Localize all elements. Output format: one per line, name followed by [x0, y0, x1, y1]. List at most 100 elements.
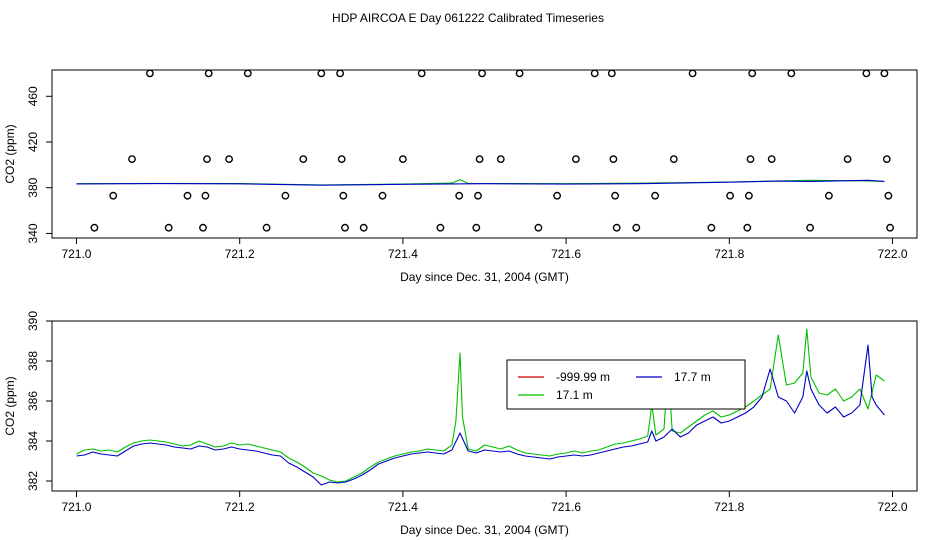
scatter-point	[632, 223, 641, 232]
scatter-point	[243, 69, 252, 78]
y-tick-label: 460	[26, 86, 40, 106]
scatter-point	[455, 191, 464, 200]
scatter-point	[572, 155, 580, 164]
series-line-1	[76, 344, 885, 486]
legend-label-2: 17.1 m	[556, 388, 593, 402]
series-lines-2	[76, 328, 885, 486]
y-tick-label: 384	[26, 431, 40, 451]
scatter-point	[262, 223, 271, 232]
scatter-point	[707, 223, 716, 232]
x-tick-label: 722.0	[878, 500, 908, 514]
x-tick-label: 721.6	[551, 500, 581, 514]
y-tick-label: 386	[26, 391, 40, 411]
scatter-point	[607, 69, 616, 78]
scatter-point	[746, 155, 755, 164]
scatter-point	[534, 223, 543, 232]
scatter-point	[515, 69, 524, 78]
x-tick-label: 721.6	[551, 247, 581, 261]
panel-calibrated-timeseries: 721.0 721.2 721.4 721.6 721.8 722.0 382 384 386…	[3, 311, 918, 537]
scatter-point	[417, 69, 426, 78]
scatter-point	[109, 191, 118, 200]
scatter-point	[317, 69, 326, 78]
scatter-point	[862, 69, 871, 78]
y-tick-label: 388	[26, 351, 40, 371]
scatter-point	[475, 155, 484, 164]
x-axis-label-1: Day since Dec. 31, 2004 (GMT)	[400, 270, 569, 284]
y-axis-label-2: CO2 (ppm)	[3, 376, 17, 435]
scatter-point	[669, 155, 678, 164]
scatter-point	[204, 69, 213, 78]
scatter-point	[609, 155, 618, 164]
scatter-point	[806, 223, 814, 232]
scatter-point	[299, 155, 308, 164]
y-tick-label: 340	[26, 223, 40, 243]
series-lines-1	[76, 179, 885, 186]
scatter-point	[128, 155, 136, 164]
scatter-point	[398, 155, 407, 164]
scatter-point	[145, 69, 154, 78]
y-tick-label: 382	[26, 471, 40, 491]
y-tick-label: 390	[26, 311, 40, 331]
scatter-point	[787, 69, 796, 78]
x-tick-label: 721.2	[225, 500, 255, 514]
scatter-point	[164, 223, 173, 232]
x-tick-label: 721.4	[388, 247, 418, 261]
legend-label-1: 17.7 m	[674, 370, 711, 384]
x-axis-label-2: Day since Dec. 31, 2004 (GMT)	[400, 523, 569, 537]
y-axis-2: 382 384 386 388 390	[26, 311, 52, 491]
x-axis-1: 721.0 721.2 721.4 721.6 721.8 722.0	[61, 238, 908, 261]
scatter-point	[880, 69, 889, 78]
scatter-point	[436, 223, 445, 232]
plot-frame-2	[51, 320, 918, 492]
scatter-point	[688, 69, 697, 78]
scatter-point	[474, 191, 482, 200]
scatter-point	[281, 191, 290, 200]
scatter-point	[378, 191, 387, 200]
scatter-point	[553, 191, 561, 200]
panel-raw-timeseries: 721.0 721.2 721.4 721.6 721.8 722.0 340 380 420…	[3, 69, 918, 284]
y-axis-1: 340 380 420 460	[26, 86, 52, 243]
y-tick-label: 380	[26, 177, 40, 197]
scatter-point	[341, 223, 349, 232]
scatter-point	[726, 191, 734, 200]
x-axis-2: 721.0 721.2 721.4 721.6 721.8 722.0	[61, 491, 908, 514]
scatter-point	[745, 191, 753, 200]
scatter-point	[825, 191, 833, 200]
series-line-1	[76, 179, 885, 186]
x-tick-label: 721.8	[714, 247, 744, 261]
scatter-point	[651, 191, 659, 200]
scatter-point	[199, 223, 207, 232]
x-tick-label: 721.4	[388, 500, 418, 514]
scatter-point	[611, 191, 619, 200]
scatter-points-1	[90, 69, 894, 232]
y-tick-label: 420	[26, 132, 40, 152]
x-tick-label: 721.0	[61, 247, 91, 261]
x-tick-label: 721.8	[714, 500, 744, 514]
scatter-point	[884, 191, 893, 200]
x-tick-label: 722.0	[878, 247, 908, 261]
scatter-point	[359, 223, 368, 232]
scatter-point	[496, 155, 505, 164]
legend-label-0: -999.99 m	[556, 370, 610, 384]
scatter-point	[743, 223, 752, 232]
scatter-point	[612, 223, 621, 232]
scatter-point	[201, 191, 210, 200]
scatter-point	[337, 155, 346, 164]
x-tick-label: 721.0	[61, 500, 91, 514]
figure-title: HDP AIRCOA E Day 061222 Calibrated Times…	[332, 11, 604, 25]
scatter-point	[882, 155, 891, 164]
scatter-point	[478, 69, 486, 78]
scatter-point	[886, 223, 894, 232]
scatter-point	[339, 191, 348, 200]
scatter-point	[336, 69, 344, 78]
plot-frame-1	[51, 69, 918, 239]
legend: -999.99 m 17.7 m 17.1 m	[506, 359, 746, 410]
series-line-0	[76, 328, 885, 483]
scatter-point	[225, 155, 234, 164]
x-tick-label: 721.2	[225, 247, 255, 261]
legend-box	[506, 359, 746, 410]
scatter-point	[90, 223, 99, 232]
scatter-point	[472, 223, 481, 232]
scatter-point	[843, 155, 852, 164]
